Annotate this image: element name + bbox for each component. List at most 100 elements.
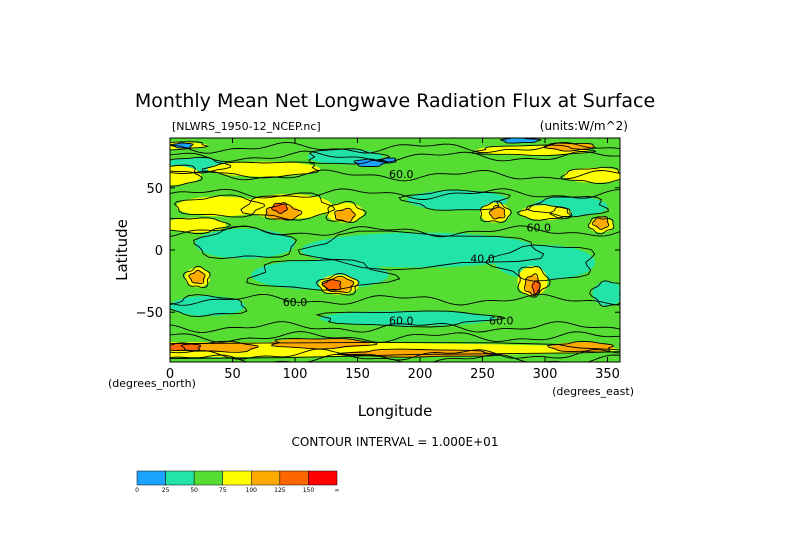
x-tick-label: 250 (470, 367, 495, 382)
contour-line (170, 141, 620, 154)
y-tick-label: −50 (136, 306, 163, 321)
colorbar-tick-label: ∞ (335, 487, 340, 494)
colorbar-tick-label: 125 (274, 487, 286, 494)
chart-title: Monthly Mean Net Longwave Radiation Flux… (135, 90, 655, 112)
field-patch (593, 216, 609, 229)
contour-line (470, 144, 597, 157)
contour-line (170, 341, 620, 359)
units-label: (units:W/m^2) (540, 119, 628, 133)
field-patch (170, 296, 245, 316)
field-patch (563, 167, 620, 183)
contour-line (321, 279, 342, 291)
y-axis-label: Latitude (113, 219, 131, 281)
contour-line (325, 200, 367, 224)
field-patch (301, 232, 539, 268)
contour-line (170, 342, 201, 352)
x-tick-label: 350 (595, 367, 620, 382)
contour-line (308, 148, 390, 165)
contour-line (271, 338, 378, 350)
contour-line (549, 206, 573, 219)
field-patch (407, 190, 508, 211)
contour-line (560, 166, 620, 185)
contour-line (531, 280, 541, 295)
colorbar-swatch (222, 470, 252, 486)
colorbar-swatch (279, 470, 309, 486)
file-label: [NLWRS_1950-12_NCEP.nc] (172, 120, 321, 133)
contour-line (592, 216, 610, 230)
contour-line (264, 203, 303, 221)
colorbar-swatch (308, 470, 338, 486)
field-patch (190, 271, 205, 284)
contour-line (193, 225, 298, 260)
contour-line (379, 157, 397, 164)
colorbar-tick-label: 150 (303, 487, 315, 494)
x-tick-label: 150 (345, 367, 370, 382)
contour-line (488, 205, 506, 220)
contour-line (170, 321, 620, 333)
contour-line (170, 331, 620, 343)
heatmap-field (170, 138, 620, 362)
field-patch (490, 206, 505, 219)
x-axis-label: Longitude (358, 402, 433, 420)
contour-line (480, 200, 512, 223)
contour-line (484, 244, 596, 282)
field-patch (170, 165, 202, 186)
contour-label: 60.0 (283, 296, 308, 309)
contour-line (201, 161, 320, 179)
field-patch (320, 310, 495, 326)
colorbar-swatch (251, 470, 281, 486)
x-tick-label: 300 (533, 367, 558, 382)
field-patch (195, 228, 295, 259)
field-patch (170, 217, 227, 233)
contour-line (546, 340, 615, 353)
contour-line (170, 348, 620, 361)
field-patch (170, 343, 202, 351)
contour-line (240, 192, 336, 221)
field-patch (323, 279, 342, 290)
x-tick-label: 0 (166, 367, 174, 382)
colorbar-swatch (193, 470, 223, 486)
contour-line (315, 273, 360, 296)
contour-line (170, 164, 203, 187)
contour-label: 40.0 (470, 252, 495, 265)
field-patch (270, 338, 370, 349)
field-patch (207, 161, 320, 177)
y-tick-label: 50 (146, 182, 163, 197)
field-patch (172, 142, 193, 148)
contour-line (499, 138, 543, 144)
contour-line (188, 269, 206, 285)
colorbar-tick-label: 50 (190, 487, 198, 494)
contour-label: 60.0 (389, 315, 414, 328)
colorbar-tick-label: 75 (219, 487, 227, 494)
colorbar-tick-label: 25 (162, 487, 170, 494)
x-tick-label: 200 (408, 367, 433, 382)
contour-label: 60.0 (489, 315, 514, 328)
contour-line (516, 203, 572, 221)
contour-line (182, 265, 211, 289)
x-tick-label: 50 (224, 367, 241, 382)
field-patch (592, 281, 620, 306)
contour-label: 60.0 (389, 168, 414, 181)
contour-line (517, 266, 551, 298)
contour-line (297, 230, 545, 271)
y-unit-label: (degrees_north) (108, 377, 196, 390)
contour-line (271, 202, 288, 214)
contour-line (170, 150, 620, 163)
field-patch (335, 208, 355, 222)
colorbar: 0 25 50 75 100 125 150 ∞ (135, 470, 340, 494)
contour-line (353, 158, 389, 168)
contour-line (170, 294, 248, 318)
contour-line (170, 169, 620, 182)
contour-line (321, 275, 355, 294)
contour-line (170, 188, 620, 200)
colorbar-swatch (165, 470, 195, 486)
contour-label: 60.0 (527, 221, 552, 234)
x-unit-label: (degrees_east) (552, 385, 634, 398)
contour-line (170, 293, 620, 306)
y-tick-label: 0 (155, 244, 163, 259)
contour-line (334, 207, 356, 223)
colorbar-swatch (136, 470, 166, 486)
field-patch (272, 202, 288, 213)
contour-line (170, 217, 231, 234)
